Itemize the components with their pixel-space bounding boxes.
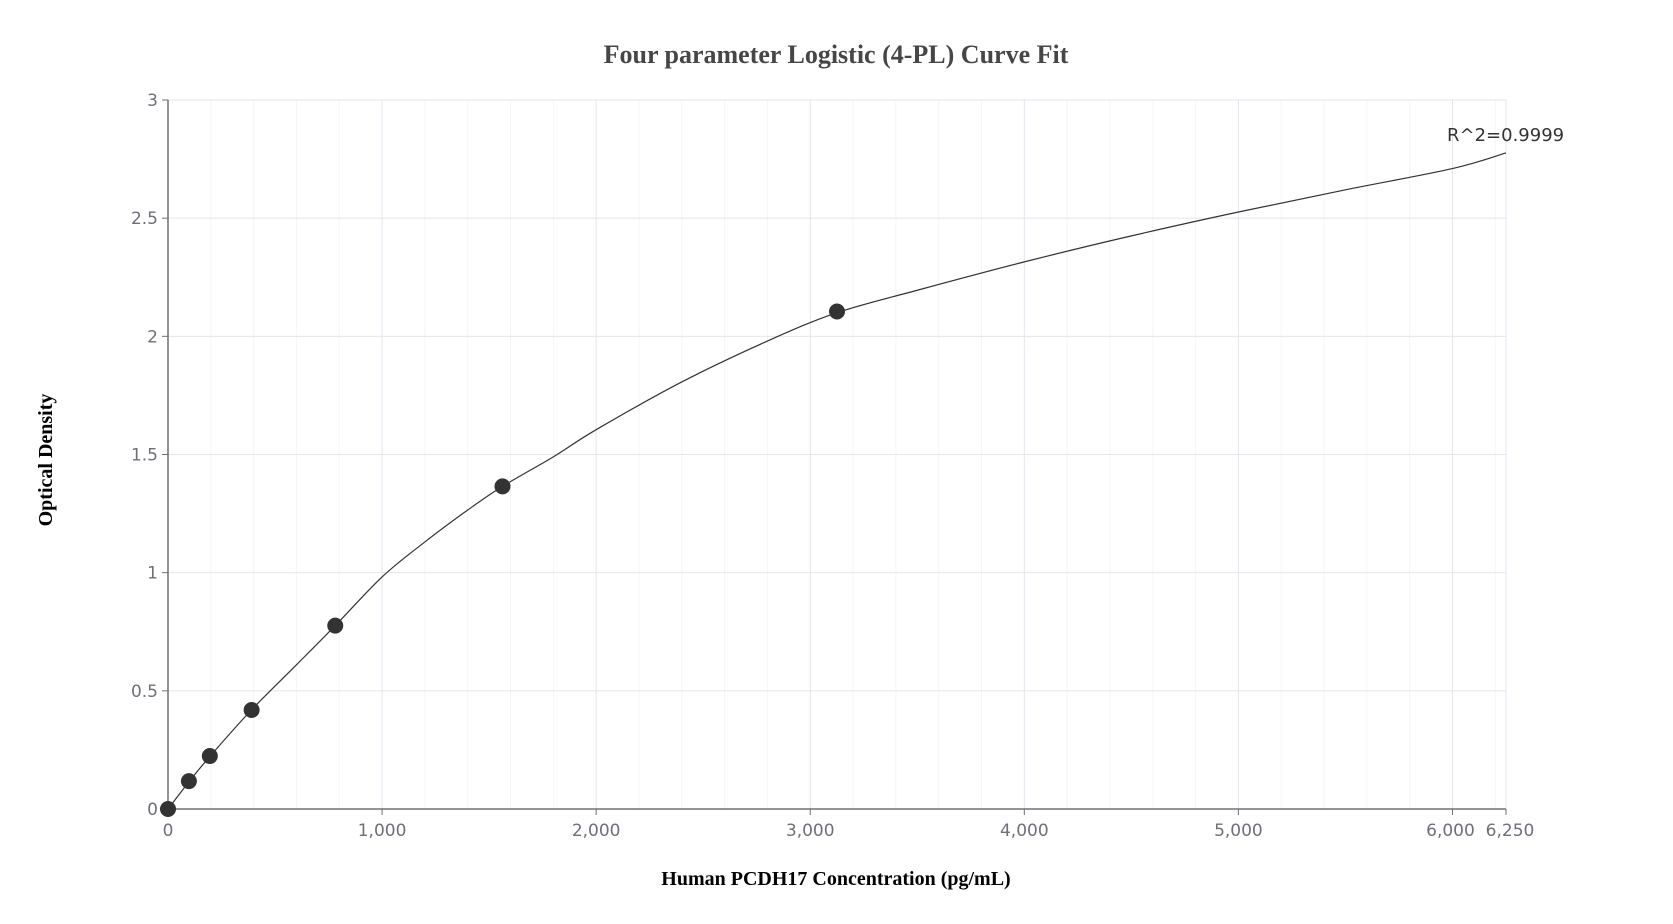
x-tick-label: 3,000 bbox=[786, 821, 835, 841]
x-axis-title: Human PCDH17 Concentration (pg/mL) bbox=[661, 868, 1010, 890]
chart-title: Four parameter Logistic (4-PL) Curve Fit bbox=[604, 40, 1069, 69]
r-squared-annotation: R^2=0.9999 bbox=[1447, 125, 1564, 146]
x-tick-label: 2,000 bbox=[572, 821, 621, 841]
y-tick-label: 2.5 bbox=[131, 209, 158, 229]
data-points bbox=[160, 303, 845, 817]
y-tick-label: 1.5 bbox=[131, 446, 158, 466]
x-tick-label: 6,250 bbox=[1486, 821, 1535, 841]
y-tick-label: 3 bbox=[147, 91, 158, 111]
x-tick-label: 4,000 bbox=[1000, 821, 1049, 841]
y-axis-ticks: 0 0.5 1 1.5 2 2.5 3 bbox=[131, 91, 168, 820]
x-tick-label: 0 bbox=[163, 821, 174, 841]
y-axis-title: Optical Density bbox=[35, 394, 57, 527]
x-tick-label: 1,000 bbox=[358, 821, 407, 841]
data-point[interactable] bbox=[201, 748, 218, 765]
data-point[interactable] bbox=[327, 617, 344, 634]
data-point[interactable] bbox=[243, 701, 260, 718]
x-axis-ticks: 0 1,000 2,000 3,000 4,000 5,000 6,000 6,250 bbox=[163, 809, 1535, 841]
x-tick-label: 6,000 bbox=[1426, 821, 1475, 841]
y-tick-label: 0 bbox=[147, 800, 158, 820]
data-point[interactable] bbox=[829, 303, 845, 320]
y-tick-label: 0.5 bbox=[131, 682, 158, 702]
fit-curve bbox=[167, 152, 1507, 810]
y-tick-label: 2 bbox=[147, 327, 158, 347]
data-point[interactable] bbox=[160, 801, 176, 817]
y-tick-label: 1 bbox=[147, 564, 158, 584]
major-gridlines bbox=[168, 99, 1507, 809]
x-tick-label: 5,000 bbox=[1214, 821, 1263, 841]
data-point[interactable] bbox=[180, 773, 197, 790]
data-point[interactable] bbox=[494, 478, 511, 495]
